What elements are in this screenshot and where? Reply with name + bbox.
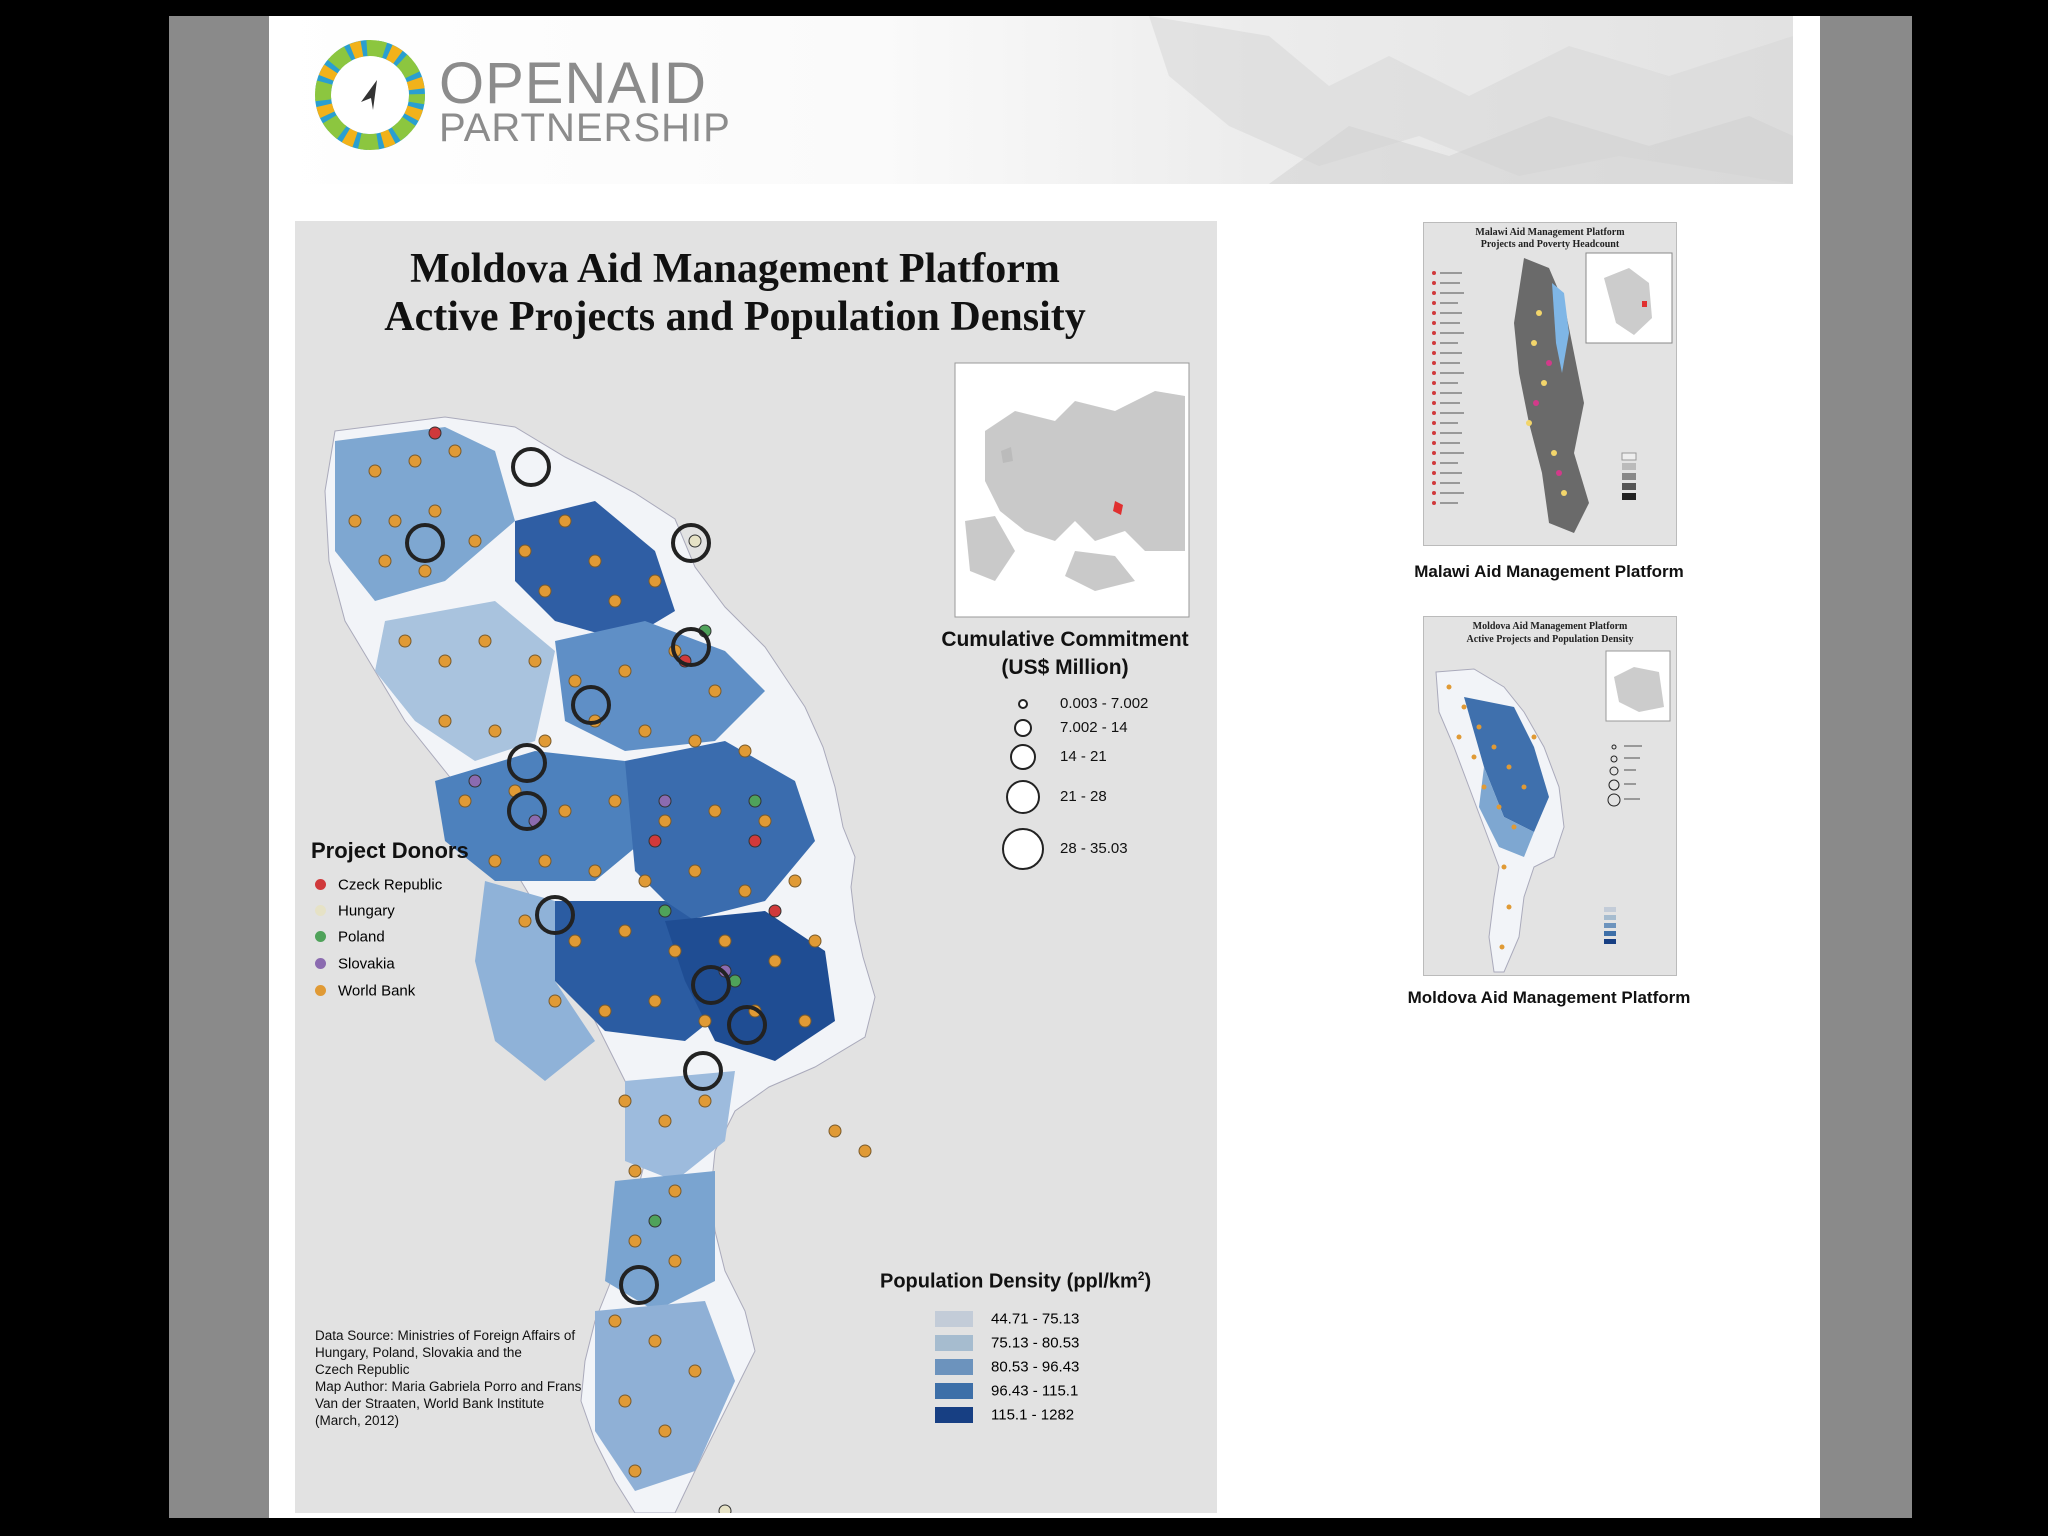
presentation-frame: OPENAID PARTNERSHIP Moldova Aid Manageme… xyxy=(169,16,1912,1518)
density-legend-title-end: ) xyxy=(1144,1270,1152,1293)
density-class-4: 96.43 - 115.1 xyxy=(935,1382,1078,1400)
donor-swatch xyxy=(315,905,326,917)
open-aid-logo-icon xyxy=(315,40,425,150)
density-label: 115.1 - 1282 xyxy=(991,1406,1075,1424)
density-class-2: 75.13 - 80.53 xyxy=(935,1334,1079,1352)
density-legend-title-sup: 2 xyxy=(1137,1269,1145,1283)
density-swatch xyxy=(935,1334,973,1351)
logo-text-line1: OPENAID xyxy=(439,50,707,117)
donor-swatch xyxy=(315,879,326,891)
malawi-thumb-title-line2: Projects and Poverty Headcount xyxy=(1480,239,1620,250)
slide-page: OPENAID PARTNERSHIP Moldova Aid Manageme… xyxy=(269,16,1820,1518)
moldova-thumb-graphic xyxy=(1435,650,1671,973)
source-line: Data Source: Ministries of Foreign Affai… xyxy=(315,1328,576,1343)
header-banner: OPENAID PARTNERSHIP xyxy=(269,16,1793,184)
donor-label: Hungary xyxy=(338,902,395,920)
moldova-map-thumbnail[interactable]: Moldova Aid Management Platform Active P… xyxy=(1423,616,1677,976)
moldova-thumb-title-line1: Moldova Aid Management Platform xyxy=(1472,621,1628,632)
source-line: Van der Straaten, World Bank Institute xyxy=(315,1396,545,1411)
logo-text-line2: PARTNERSHIP xyxy=(439,106,731,150)
density-swatch xyxy=(935,1382,973,1399)
donor-item-world-bank: World Bank xyxy=(315,982,415,1002)
logo-aid-text: AID xyxy=(607,51,708,116)
map-source-note: Data Source: Ministries of Foreign Affai… xyxy=(315,1327,635,1429)
donor-item-poland: Poland xyxy=(315,928,385,948)
malawi-map-thumbnail[interactable]: Malawi Aid Management Platform Projects … xyxy=(1423,222,1677,546)
commitment-class-2: 7.002 - 14 xyxy=(1060,719,1128,736)
moldova-thumbnail-caption[interactable]: Moldova Aid Management Platform xyxy=(1407,988,1691,1007)
map-title-line1: Moldova Aid Management Platform xyxy=(410,246,1060,292)
source-line: Map Author: Maria Gabriela Porro and Fra… xyxy=(315,1379,582,1394)
donor-item-czeck-republic: Czeck Republic xyxy=(315,876,442,896)
commitment-class-1: 0.003 - 7.002 xyxy=(1060,695,1149,712)
density-class-3: 80.53 - 96.43 xyxy=(935,1358,1079,1376)
banner-background-map xyxy=(1149,16,1793,184)
density-class-1: 44.71 - 75.13 xyxy=(935,1310,1079,1328)
commitment-legend-title: Cumulative Commitment (US$ Million) xyxy=(915,626,1215,682)
donor-label: World Bank xyxy=(338,982,416,1000)
donor-label: Poland xyxy=(338,928,385,946)
donor-swatch xyxy=(315,985,326,997)
donor-label: Czeck Republic xyxy=(338,876,443,894)
density-label: 96.43 - 115.1 xyxy=(991,1382,1079,1400)
commitment-legend-title-line1: Cumulative Commitment xyxy=(941,628,1189,651)
density-label: 44.71 - 75.13 xyxy=(991,1310,1080,1328)
density-legend-title: Population Density (ppl/km2) xyxy=(880,1269,1151,1294)
moldova-thumb-title-line2: Active Projects and Population Density xyxy=(1466,634,1634,645)
source-line: (March, 2012) xyxy=(315,1413,400,1428)
donor-label: Slovakia xyxy=(338,955,395,973)
malawi-thumb-graphic xyxy=(1432,252,1673,533)
density-swatch xyxy=(935,1358,973,1375)
commitment-class-5: 28 - 35.03 xyxy=(1060,840,1128,857)
project-points[interactable] xyxy=(348,426,872,1513)
europe-locator-inset xyxy=(954,362,1190,618)
malawi-thumb-title-line1: Malawi Aid Management Platform xyxy=(1475,227,1625,238)
donor-swatch xyxy=(315,931,326,943)
logo-open-text: OPEN xyxy=(439,51,608,116)
density-class-5: 115.1 - 1282 xyxy=(935,1406,1074,1424)
commitment-legend-symbols xyxy=(1002,699,1044,870)
commitment-legend-title-line2: (US$ Million) xyxy=(1001,656,1129,679)
moldova-main-map[interactable]: Moldova Aid Management Platform Active P… xyxy=(295,221,1217,1513)
density-swatch xyxy=(935,1310,973,1327)
donor-item-hungary: Hungary xyxy=(315,902,395,922)
density-legend-title-text: Population Density (ppl/km xyxy=(880,1270,1138,1293)
source-line: Czech Republic xyxy=(315,1362,410,1377)
map-title-line2: Active Projects and Population Density xyxy=(384,294,1086,340)
donor-swatch xyxy=(315,958,326,970)
donor-item-slovakia: Slovakia xyxy=(315,955,395,975)
map-canvas xyxy=(324,362,1190,1513)
source-line: Hungary, Poland, Slovakia and the xyxy=(315,1345,522,1360)
density-label: 80.53 - 96.43 xyxy=(991,1358,1080,1376)
density-label: 75.13 - 80.53 xyxy=(991,1334,1080,1352)
commitment-class-3: 14 - 21 xyxy=(1060,748,1107,765)
donors-legend-title: Project Donors xyxy=(311,838,469,863)
commitment-class-4: 21 - 28 xyxy=(1060,788,1107,805)
density-swatch xyxy=(935,1406,973,1423)
malawi-thumbnail-caption[interactable]: Malawi Aid Management Platform xyxy=(1414,562,1684,581)
